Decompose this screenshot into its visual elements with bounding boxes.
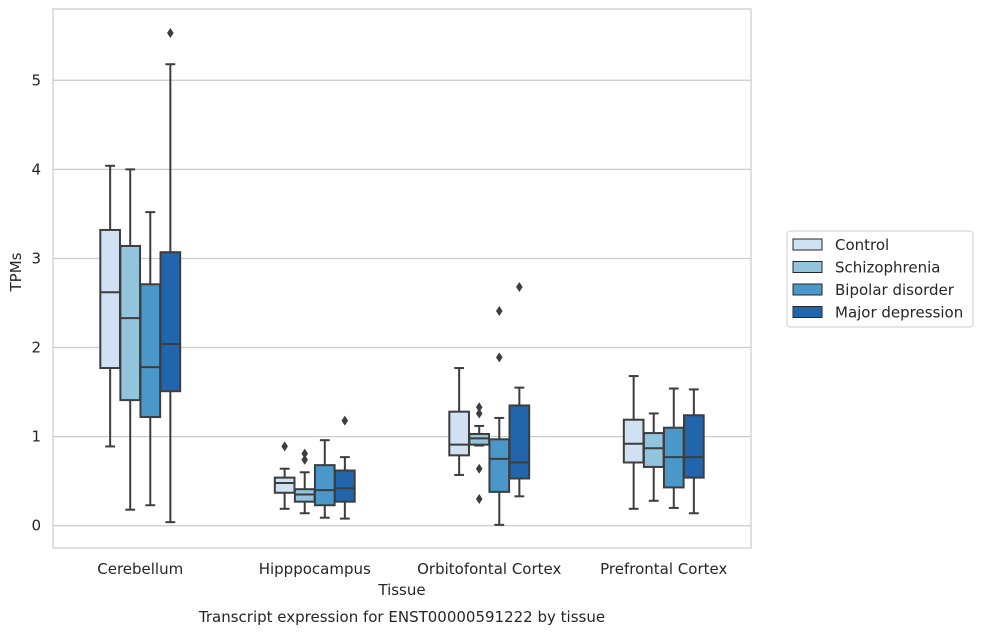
outlier-point xyxy=(475,494,483,504)
y-tick-label: 1 xyxy=(31,428,41,446)
box xyxy=(334,469,356,503)
legend: Control Schizophrenia Bipolar disorder Majo… xyxy=(786,230,974,328)
legend-swatch xyxy=(792,306,823,318)
box-group xyxy=(334,415,356,520)
box xyxy=(159,251,182,393)
y-tick-label: 2 xyxy=(31,339,41,357)
box xyxy=(488,438,511,493)
y-axis-label: TPMs xyxy=(7,252,25,292)
box xyxy=(448,410,470,457)
box-group xyxy=(273,441,296,510)
y-tick-label: 3 xyxy=(31,249,41,267)
box-group xyxy=(468,402,491,504)
legend-swatch xyxy=(792,238,823,251)
box-group xyxy=(488,306,511,526)
box xyxy=(273,476,296,494)
box-group xyxy=(293,448,316,515)
box-group xyxy=(99,164,121,448)
legend-label: Major depression xyxy=(835,304,963,322)
outlier-point xyxy=(281,441,288,452)
box xyxy=(119,244,142,402)
box xyxy=(642,432,665,468)
outlier-point xyxy=(341,415,349,426)
box-group xyxy=(642,412,665,502)
outlier-point xyxy=(167,28,174,39)
legend-label: Control xyxy=(835,236,889,254)
box xyxy=(683,414,705,479)
x-tick-label: Prefrontal Cortex xyxy=(600,560,727,578)
boxes xyxy=(99,28,705,526)
y-ticks: 0 1 2 3 4 5 xyxy=(31,71,41,534)
x-tick-label: Hipppocampus xyxy=(259,560,371,578)
y-tick-label: 4 xyxy=(31,160,41,178)
box-group xyxy=(508,281,531,498)
box-group xyxy=(119,168,142,511)
chart-caption: Transcript expression for ENST0000059122… xyxy=(198,608,605,626)
outlier-point xyxy=(475,402,483,413)
box xyxy=(139,283,162,419)
legend-swatch xyxy=(792,283,823,296)
box-group xyxy=(159,28,182,524)
legend-swatch xyxy=(792,261,823,273)
box xyxy=(99,228,121,370)
x-tick-label: Orbitofontal Cortex xyxy=(417,560,561,578)
x-ticks: Cerebellum Hipppocampus Orbitofontal Corte… xyxy=(97,560,727,578)
x-axis-label: Tissue xyxy=(377,581,425,599)
x-tick-label: Cerebellum xyxy=(97,560,183,578)
outlier-point xyxy=(495,306,503,317)
legend-label: Bipolar disorder xyxy=(835,281,955,299)
box-group xyxy=(622,375,645,510)
plot-frame xyxy=(52,8,752,549)
outlier-point xyxy=(475,463,483,474)
box xyxy=(622,418,645,464)
outlier-point xyxy=(495,352,503,363)
y-tick-label: 5 xyxy=(31,71,41,89)
box-group xyxy=(313,439,336,519)
outlier-point xyxy=(475,408,483,419)
box xyxy=(508,404,531,480)
box-group xyxy=(662,387,685,509)
legend-frame xyxy=(786,230,974,328)
legend-label: Schizophrenia xyxy=(835,259,940,277)
box-group xyxy=(683,388,705,515)
outlier-point xyxy=(301,448,309,459)
box-group xyxy=(448,367,470,476)
outlier-point xyxy=(516,281,523,292)
y-tick-label: 0 xyxy=(31,517,41,535)
box xyxy=(313,464,336,507)
outlier-point xyxy=(301,454,309,465)
box-group xyxy=(139,211,162,507)
